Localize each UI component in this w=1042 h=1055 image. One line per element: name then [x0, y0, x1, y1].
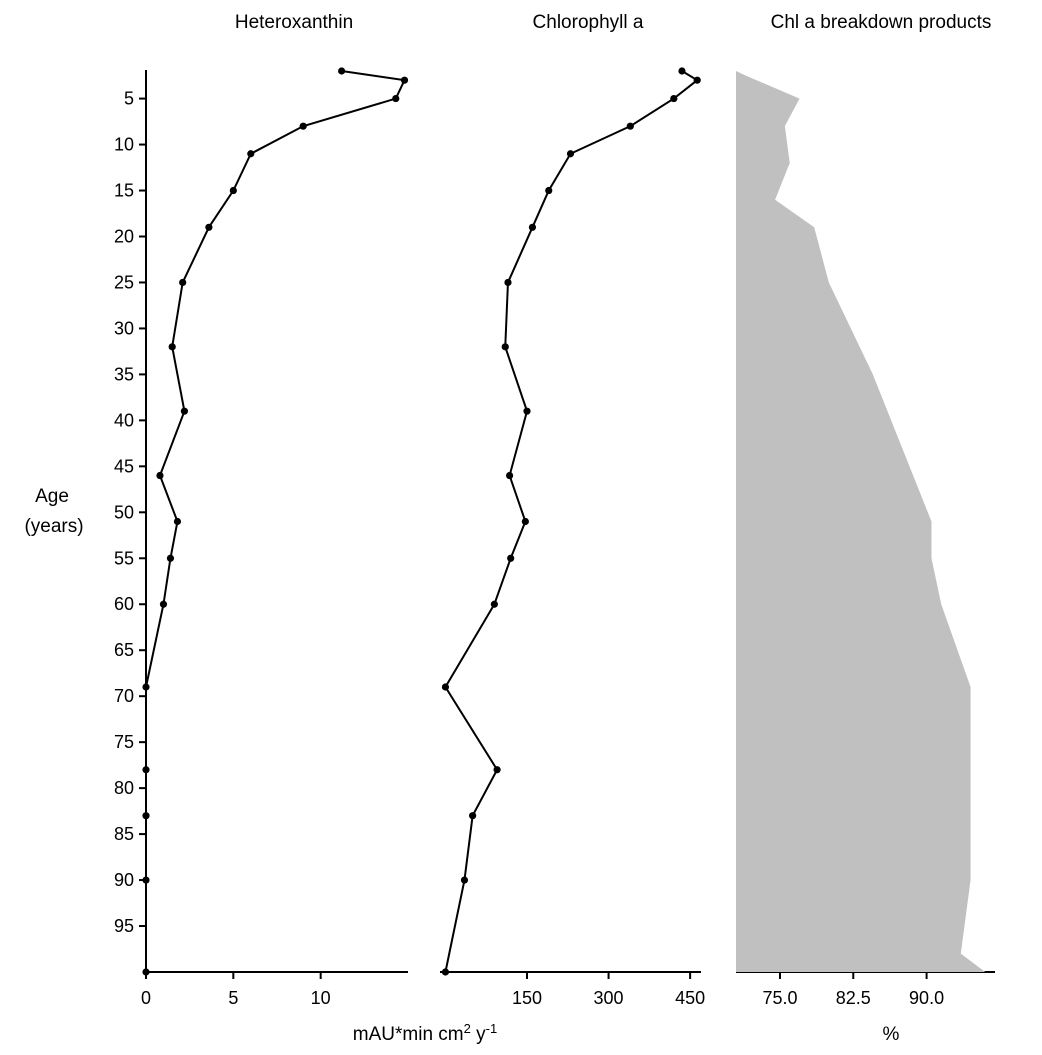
- x-tick-label: 300: [594, 988, 624, 1008]
- x-tick-label: 75.0: [762, 988, 797, 1008]
- y-tick-label: 10: [114, 135, 134, 155]
- data-point: [460, 876, 469, 884]
- data-point: [205, 223, 213, 231]
- y-tick-label: 85: [114, 824, 134, 844]
- x-axis-label-main: mAU*min cm: [353, 1024, 464, 1045]
- data-point: [159, 600, 168, 608]
- series-line: [145, 70, 406, 972]
- data-point: [142, 812, 150, 820]
- x-tick-label: 10: [311, 988, 331, 1008]
- data-point: [229, 186, 237, 195]
- y-tick-label: 40: [114, 410, 134, 430]
- x-axis-label-sup2: -1: [486, 1021, 498, 1036]
- data-point: [166, 554, 175, 562]
- y-tick-label: 55: [114, 548, 134, 568]
- panel-title-breakdown: Chl a breakdown products: [771, 12, 992, 33]
- series-line: [444, 70, 699, 973]
- y-tick-label: 30: [114, 318, 134, 338]
- data-point: [247, 150, 255, 158]
- y-tick-label: 35: [114, 364, 134, 384]
- y-axis-label-unit: (years): [24, 516, 83, 537]
- data-point: [400, 76, 409, 84]
- y-tick-label: 50: [114, 502, 134, 522]
- area-fill: [736, 71, 986, 972]
- data-point: [507, 554, 515, 562]
- data-point: [693, 76, 701, 84]
- y-tick-label: 90: [114, 870, 134, 890]
- y-tick-label: 45: [114, 456, 134, 476]
- data-point: [299, 122, 307, 130]
- data-point: [392, 94, 400, 103]
- data-point: [626, 122, 634, 130]
- data-point: [501, 343, 509, 351]
- x-axis-label-percent: %: [883, 1024, 900, 1045]
- data-point: [493, 766, 501, 774]
- y-axis-label: Age: [35, 486, 69, 507]
- y-tick-label: 20: [114, 226, 134, 246]
- data-point: [504, 278, 512, 287]
- data-point: [441, 683, 450, 691]
- panel-title-chlorophyll: Chlorophyll a: [533, 12, 644, 33]
- data-point: [156, 471, 164, 480]
- x-axis-label-mid: y: [471, 1024, 486, 1045]
- data-point: [523, 407, 531, 415]
- data-point: [180, 407, 189, 415]
- data-point: [168, 343, 176, 351]
- data-point: [441, 968, 450, 976]
- data-point: [670, 94, 678, 103]
- data-point: [678, 67, 686, 75]
- y-tick-label: 80: [114, 778, 134, 798]
- data-point: [566, 150, 575, 158]
- y-tick-label: 15: [114, 181, 134, 201]
- data-point: [142, 766, 150, 774]
- data-point: [506, 471, 514, 480]
- panel-title-heteroxanthin: Heteroxanthin: [235, 12, 353, 33]
- data-point: [179, 278, 187, 287]
- x-tick-label: 0: [141, 988, 151, 1008]
- y-tick-label: 65: [114, 640, 134, 660]
- x-tick-label: 5: [228, 988, 238, 1008]
- y-tick-label: 25: [114, 272, 134, 292]
- y-tick-label: 60: [114, 594, 134, 614]
- data-point: [490, 600, 498, 608]
- x-tick-label: 82.5: [836, 988, 871, 1008]
- x-tick-label: 90.0: [909, 988, 944, 1008]
- data-point: [142, 968, 150, 976]
- x-tick-label: 150: [512, 988, 542, 1008]
- x-axis-label-sup1: 2: [464, 1021, 471, 1036]
- x-axis-label-concentration: mAU*min cm2 y-1: [353, 1021, 497, 1045]
- data-point: [142, 683, 150, 691]
- x-tick-label: 450: [675, 988, 705, 1008]
- y-tick-label: 75: [114, 732, 134, 752]
- y-tick-label: 5: [124, 89, 134, 109]
- y-tick-label: 70: [114, 686, 134, 706]
- data-point: [173, 517, 182, 526]
- data-point: [142, 876, 150, 884]
- data-point: [545, 186, 553, 195]
- data-point: [338, 67, 346, 75]
- y-tick-label: 95: [114, 916, 134, 936]
- data-point: [469, 812, 477, 820]
- data-point: [521, 517, 529, 526]
- data-point: [528, 223, 537, 231]
